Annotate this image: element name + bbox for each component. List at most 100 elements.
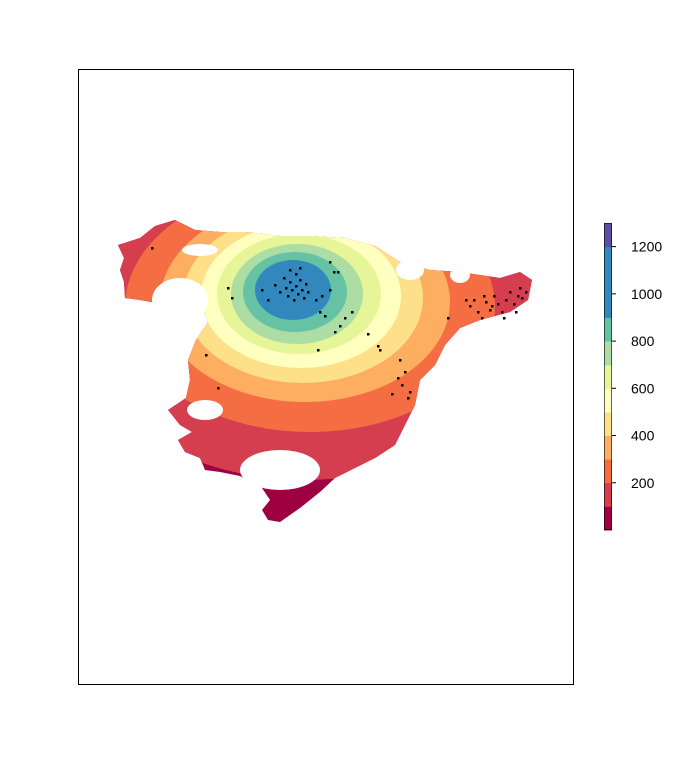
observation-point [291, 289, 294, 292]
colorbar-segment [604, 411, 612, 437]
raster-gap [240, 450, 320, 490]
observation-point [324, 315, 327, 318]
observation-point [283, 277, 286, 280]
observation-point [289, 281, 292, 284]
observation-points [151, 247, 528, 400]
colorbar-segment [604, 317, 612, 342]
raster-gaps [152, 244, 470, 490]
observation-point [299, 267, 302, 270]
observation-point [329, 261, 332, 264]
observation-point [447, 317, 450, 320]
observation-point [303, 297, 306, 300]
observation-point [397, 377, 400, 380]
observation-point [497, 303, 500, 306]
observation-point [205, 354, 208, 357]
observation-point [295, 273, 298, 276]
observation-point [337, 271, 340, 274]
observation-point [319, 311, 322, 314]
observation-point [401, 384, 404, 387]
colorbar-tick-label: 400 [631, 428, 655, 444]
observation-point [515, 311, 518, 314]
observation-point [469, 305, 472, 308]
observation-point [261, 289, 264, 292]
observation-point [351, 311, 354, 314]
observation-point [367, 333, 370, 336]
colorbar-segment [604, 293, 612, 318]
observation-point [334, 331, 337, 334]
observation-point [293, 299, 296, 302]
colorbar-tick-label: 600 [631, 380, 655, 396]
observation-point [307, 291, 310, 294]
colorbar-tick-label: 800 [631, 333, 655, 349]
raster-gap [187, 400, 223, 420]
observation-point [317, 349, 320, 352]
observation-point [287, 295, 290, 298]
observation-point [379, 349, 382, 352]
observation-point [217, 387, 220, 390]
raster-band [269, 266, 313, 306]
observation-point [491, 305, 494, 308]
observation-point [377, 345, 380, 348]
observation-point [305, 283, 308, 286]
colorbar-segment [604, 482, 612, 507]
raster-gap [396, 260, 424, 280]
colorbar-segment [604, 506, 612, 531]
observation-point [339, 325, 342, 328]
observation-point [399, 359, 402, 362]
observation-point [404, 371, 407, 374]
colorbar-segment [604, 435, 612, 460]
colorbar-tick-label: 1000 [631, 286, 662, 302]
observation-point [409, 391, 412, 394]
colorbar-segment [604, 270, 612, 295]
plot-frame [78, 69, 574, 685]
legend-ticks: 200 400 600 800 1000 1200 [612, 239, 662, 491]
observation-point [267, 299, 270, 302]
observation-point [301, 289, 304, 292]
observation-point [485, 301, 488, 304]
observation-point [333, 271, 336, 274]
colorbar-frame [604, 223, 612, 530]
observation-point [481, 317, 484, 320]
observation-point [501, 311, 504, 314]
colorbar-segment [604, 341, 612, 366]
observation-point [525, 291, 528, 294]
colorbar-tick-label: 1200 [631, 239, 662, 255]
observation-point [483, 295, 486, 298]
observation-point [279, 291, 282, 294]
observation-point [493, 295, 496, 298]
observation-point [285, 287, 288, 290]
observation-point [503, 317, 506, 320]
colorbar-tick-label: 200 [631, 475, 655, 491]
observation-point [519, 287, 522, 290]
observation-point [321, 295, 324, 298]
observation-point [517, 295, 520, 298]
legend-colorbar [604, 223, 612, 531]
observation-point [465, 299, 468, 302]
observation-point [477, 311, 480, 314]
observation-point [509, 291, 512, 294]
observation-point [513, 303, 516, 306]
observation-point [299, 279, 302, 282]
observation-point [315, 299, 318, 302]
raster-gap [182, 244, 218, 256]
colorbar-segment [604, 246, 612, 271]
observation-point [295, 285, 298, 288]
raster-gap [450, 267, 470, 283]
observation-point [391, 393, 394, 396]
observation-point [274, 284, 277, 287]
observation-point [297, 293, 300, 296]
colorbar-segment [604, 459, 612, 484]
observation-point [521, 297, 524, 300]
observation-point [329, 289, 332, 292]
observation-point [227, 287, 230, 290]
colorbar-segment [604, 364, 612, 389]
observation-point [489, 309, 492, 312]
observation-point [151, 247, 154, 250]
colorbar-segment [604, 388, 612, 413]
colorbar-segment [604, 223, 612, 248]
observation-point [231, 297, 234, 300]
observation-point [473, 299, 476, 302]
observation-point [505, 299, 508, 302]
raster-gap [152, 278, 208, 322]
